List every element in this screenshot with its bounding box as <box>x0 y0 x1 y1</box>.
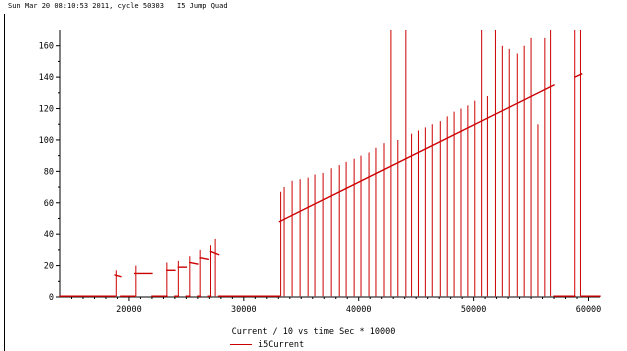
y-tick-label: 0 <box>49 293 54 303</box>
series-segment <box>278 84 555 223</box>
y-tick-label: 40 <box>44 230 54 240</box>
timestamp-header: Sun Mar 20 08:10:53 2011, cycle 50303 <box>8 2 164 10</box>
y-tick-label: 80 <box>44 167 54 177</box>
y-tick-label: 160 <box>39 42 54 52</box>
x-tick-label: 30000 <box>231 305 257 315</box>
chart-axes: 0 20 40 60 80 100 120 140 160 20000 30000 40000 5000… <box>39 30 602 315</box>
series-segment <box>209 250 220 256</box>
legend-label: i5Current <box>258 340 305 350</box>
x-axis-label: Current / 10 vs time Sec * 10000 <box>231 327 396 337</box>
series-layer <box>59 30 601 297</box>
left-border-line <box>4 14 5 351</box>
y-tick-label: 140 <box>39 73 54 83</box>
series-segment <box>199 256 210 261</box>
y-tick-label: 60 <box>44 199 54 209</box>
chart-header-title: I5 Jump Quad <box>177 2 228 10</box>
x-tick-label: 60000 <box>576 305 602 315</box>
y-tick-label: 120 <box>39 105 54 115</box>
x-tick-label: 40000 <box>346 305 372 315</box>
x-tick-label: 20000 <box>116 305 142 315</box>
y-tick-label: 100 <box>39 136 54 146</box>
x-tick-label: 50000 <box>461 305 487 315</box>
legend-swatch <box>230 344 252 345</box>
legend: i5Current <box>230 340 304 350</box>
series-segment <box>189 261 199 265</box>
y-tick-label: 20 <box>44 262 54 272</box>
